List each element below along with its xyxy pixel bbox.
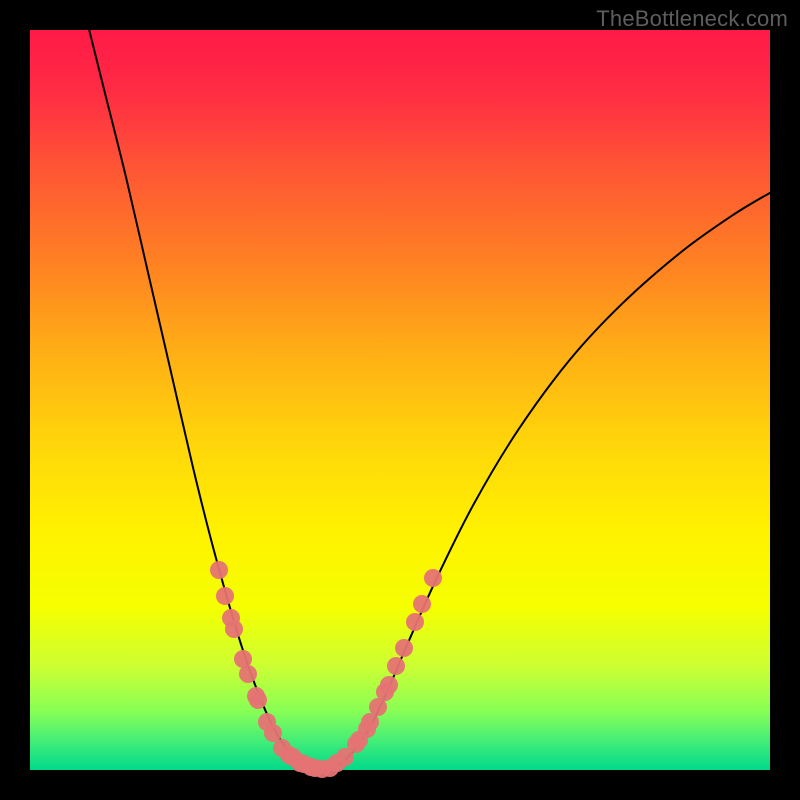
- data-marker: [380, 676, 398, 694]
- watermark-text: TheBottleneck.com: [596, 6, 788, 32]
- canvas-root: TheBottleneck.com: [0, 0, 800, 800]
- data-marker: [216, 587, 234, 605]
- data-marker: [406, 613, 424, 631]
- data-marker: [225, 620, 243, 638]
- data-marker: [424, 569, 442, 587]
- data-marker: [210, 561, 228, 579]
- markers-layer: [30, 30, 770, 770]
- data-marker: [249, 691, 267, 709]
- data-marker: [395, 639, 413, 657]
- plot-area: [30, 30, 770, 770]
- data-marker: [239, 665, 257, 683]
- data-marker: [413, 595, 431, 613]
- data-marker: [387, 657, 405, 675]
